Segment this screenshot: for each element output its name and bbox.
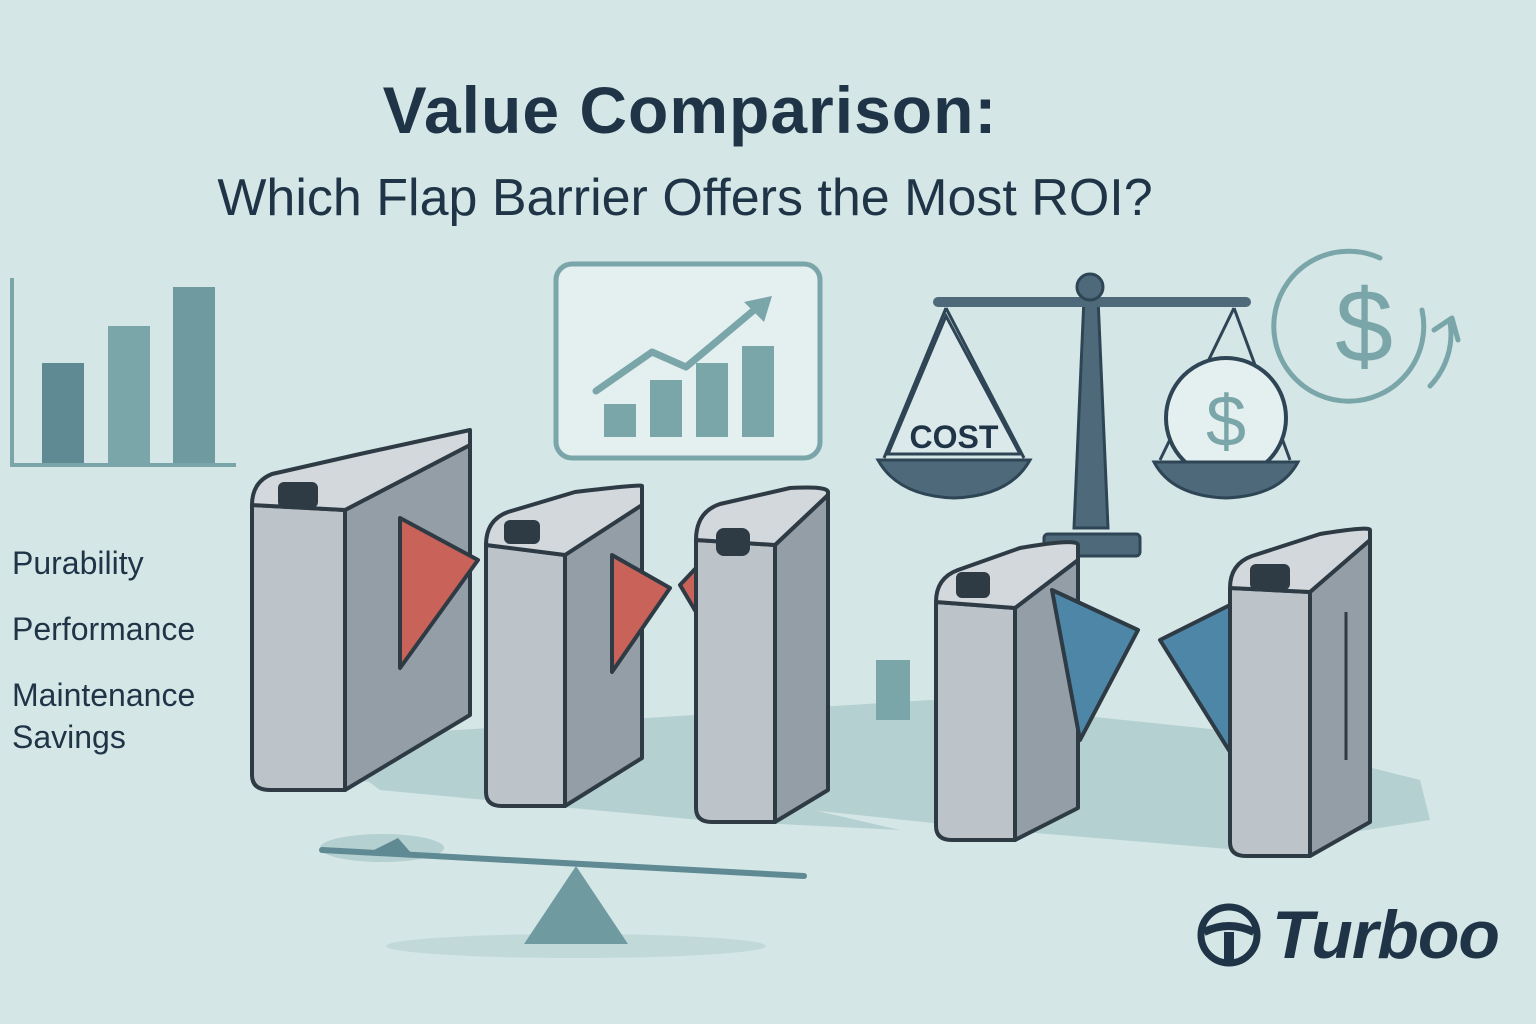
flap-barrier-4-icon (934, 540, 1140, 842)
feature-label-durability: Purability (12, 545, 144, 581)
page-title: Value Comparison: (382, 73, 998, 147)
flap-barrier-3-icon (678, 485, 830, 824)
flap-barrier-1-icon (250, 428, 480, 792)
page-subtitle: Which Flap Barrier Offers the Most ROI? (217, 169, 1153, 227)
scale-dollar-symbol: $ (1206, 382, 1246, 462)
growth-chart-board-icon (553, 261, 823, 461)
feature-label-maintenance-line2: Savings (12, 719, 126, 755)
steering-wheel-icon (1197, 903, 1261, 967)
seesaw-icon (319, 834, 807, 958)
left-bar-chart-icon (10, 278, 236, 467)
flap-barrier-5-icon (1158, 526, 1372, 858)
feature-label-performance: Performance (12, 611, 196, 647)
feature-label-maintenance: Maintenance Savings (12, 674, 195, 758)
brand-name: Turboo (1272, 897, 1500, 973)
brand-logo: Turboo (1196, 896, 1500, 974)
circular-dollar-symbol: $ (1335, 269, 1393, 385)
flap-barrier-2-icon (484, 483, 672, 808)
small-bar-block (876, 660, 910, 720)
scale-cost-label: COST (910, 419, 999, 455)
feature-label-maintenance-line1: Maintenance (12, 677, 196, 713)
circular-dollar-icon (1271, 248, 1461, 404)
